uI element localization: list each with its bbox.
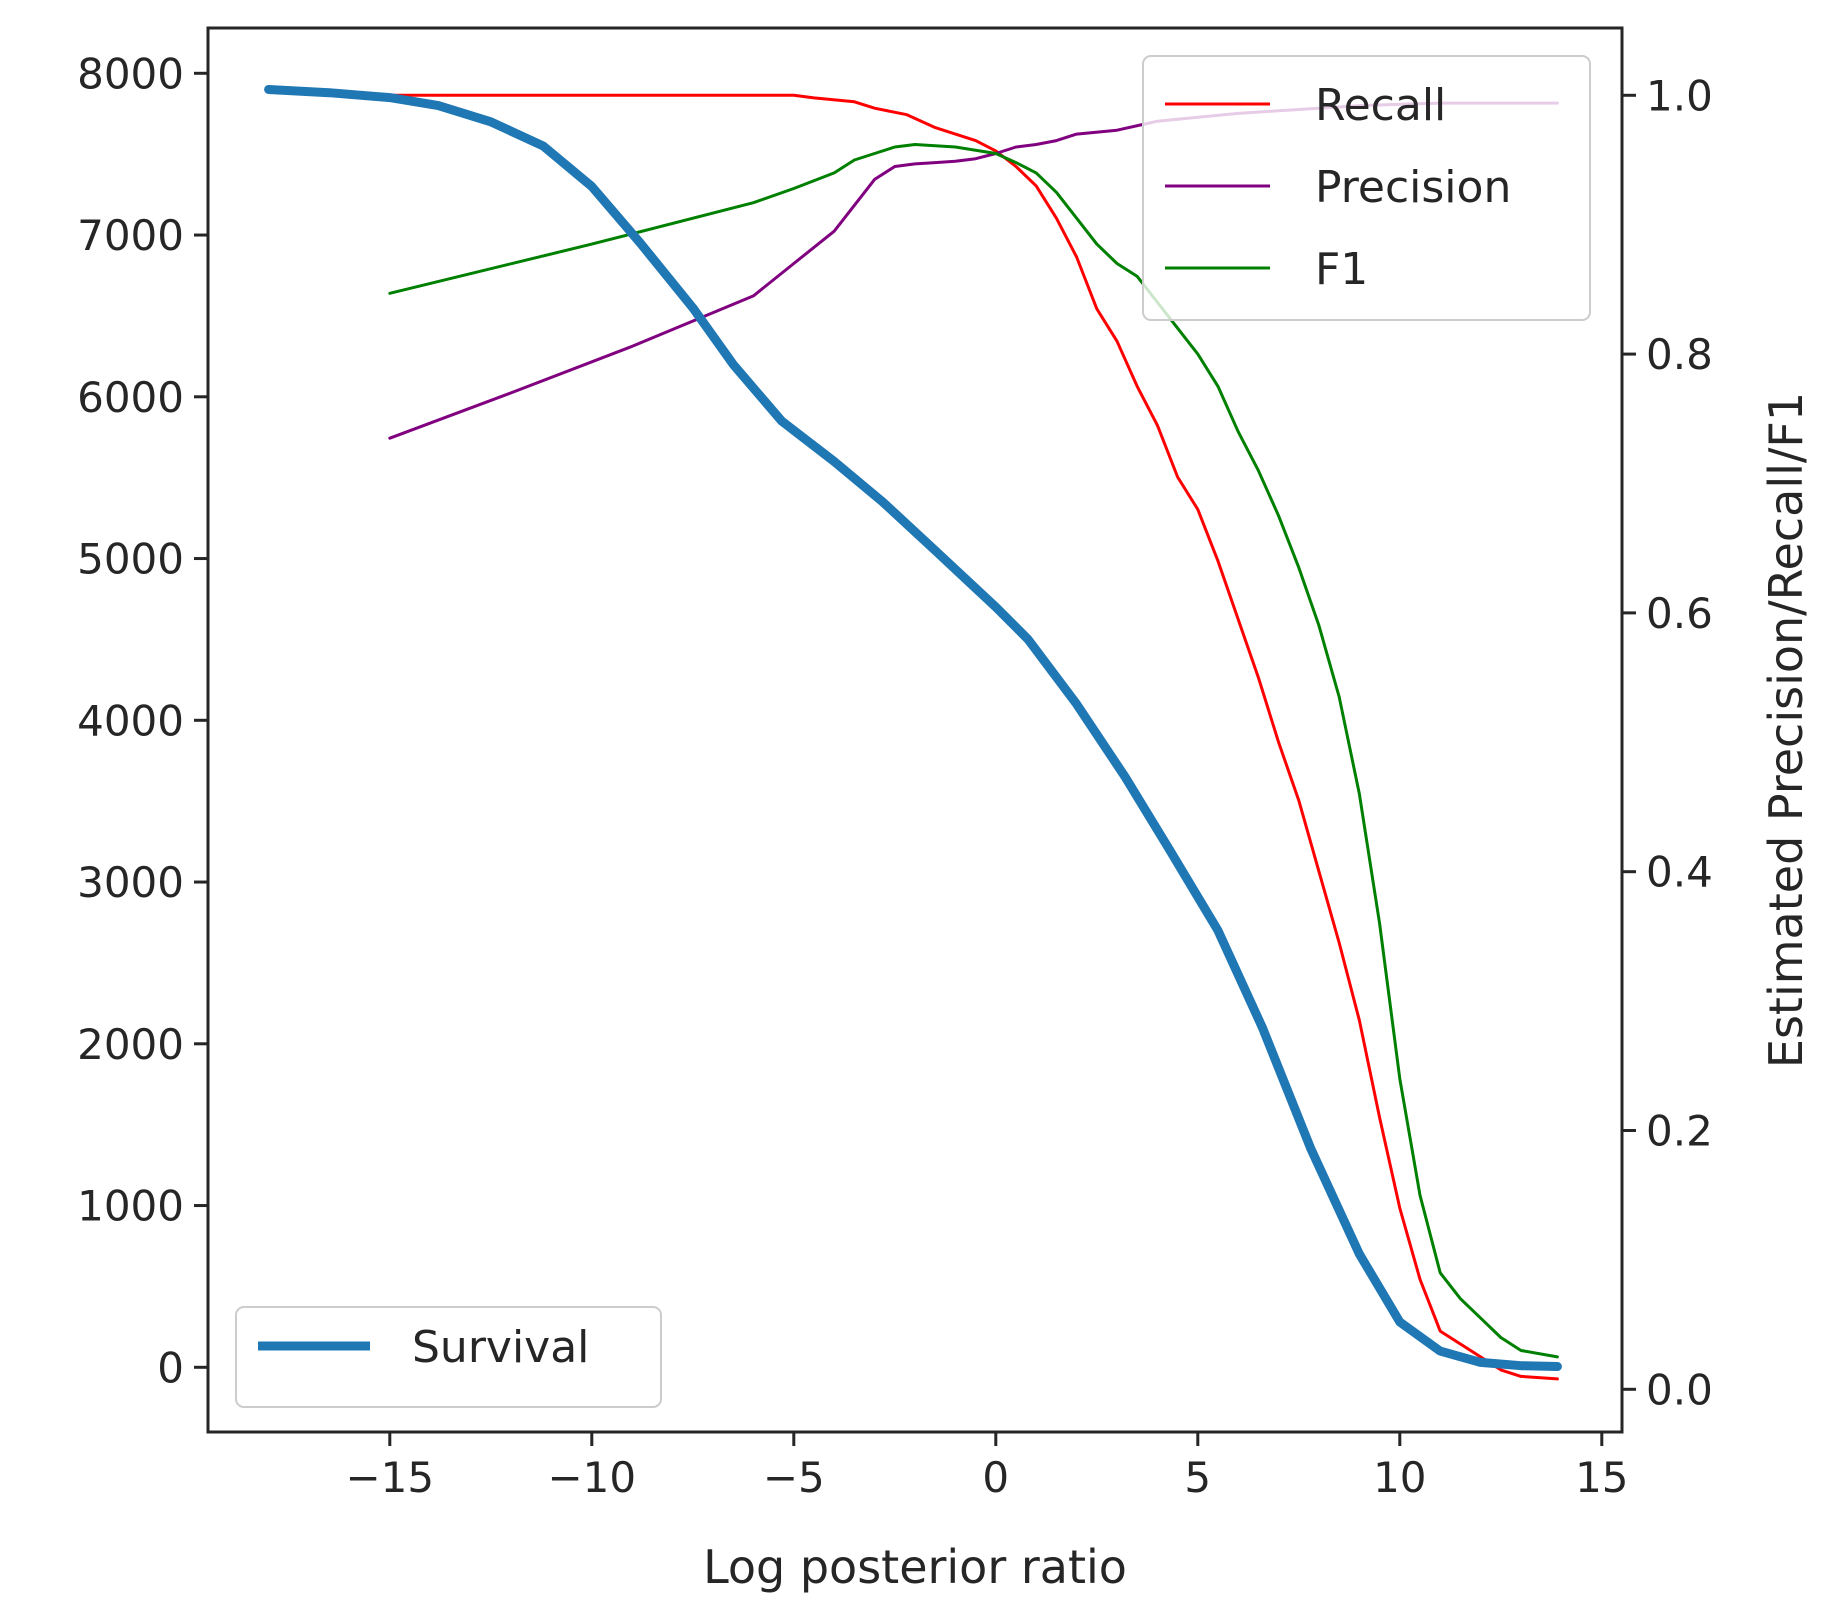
y2-tick-label: 0.0 — [1646, 1365, 1713, 1414]
plot-frame — [206, 26, 1624, 1434]
y-tick-label: 3000 — [77, 858, 184, 907]
x-tick-label: −10 — [547, 1453, 636, 1502]
y-tick-label: 2000 — [77, 1020, 184, 1069]
y-tick-label: 5000 — [77, 535, 184, 584]
x-axis-title: Log posterior ratio — [703, 1540, 1127, 1594]
series-line-recall — [388, 93, 1559, 1381]
legend-label-precision: Precision — [1315, 162, 1511, 213]
legend-recall-precision-f1: Recall Precision F1 — [1142, 55, 1591, 321]
y2-axis-title: Estimated Precision/Recall/F1 — [1759, 392, 1813, 1068]
y-tick-label: 8000 — [77, 49, 184, 98]
legend-survival: Survival — [235, 1306, 662, 1408]
y-tick-label: 7000 — [77, 211, 184, 260]
legend-label-recall: Recall — [1315, 80, 1446, 131]
series-line-survival — [264, 85, 1562, 1371]
x-tick-label: 15 — [1575, 1453, 1628, 1502]
legend-label-f1: F1 — [1315, 244, 1368, 295]
x-tick-label: 5 — [1184, 1453, 1211, 1502]
y2-tick-label: 1.0 — [1646, 71, 1713, 120]
ticks-layer: −15 −10 −5 0 5 10 15 0 1000 2000 3000 4000 5000 6000 7… — [77, 49, 1713, 1502]
y2-tick-label: 0.2 — [1646, 1106, 1713, 1155]
y-tick-label: 0 — [157, 1343, 184, 1392]
y-tick-label: 1000 — [77, 1182, 184, 1231]
y-tick-label: 6000 — [77, 373, 184, 422]
x-tick-label: 10 — [1373, 1453, 1426, 1502]
y2-tick-label: 0.6 — [1646, 589, 1713, 638]
legend-left-box — [235, 1306, 662, 1408]
x-tick-label: −15 — [345, 1453, 434, 1502]
legend-label-survival: Survival — [412, 1322, 589, 1373]
x-tick-label: 0 — [982, 1453, 1009, 1502]
y2-tick-label: 0.4 — [1646, 848, 1713, 897]
legend-right-box — [1142, 55, 1591, 321]
y2-tick-label: 0.8 — [1646, 330, 1713, 379]
x-tick-label: −5 — [763, 1453, 825, 1502]
y-tick-label: 4000 — [77, 696, 184, 745]
